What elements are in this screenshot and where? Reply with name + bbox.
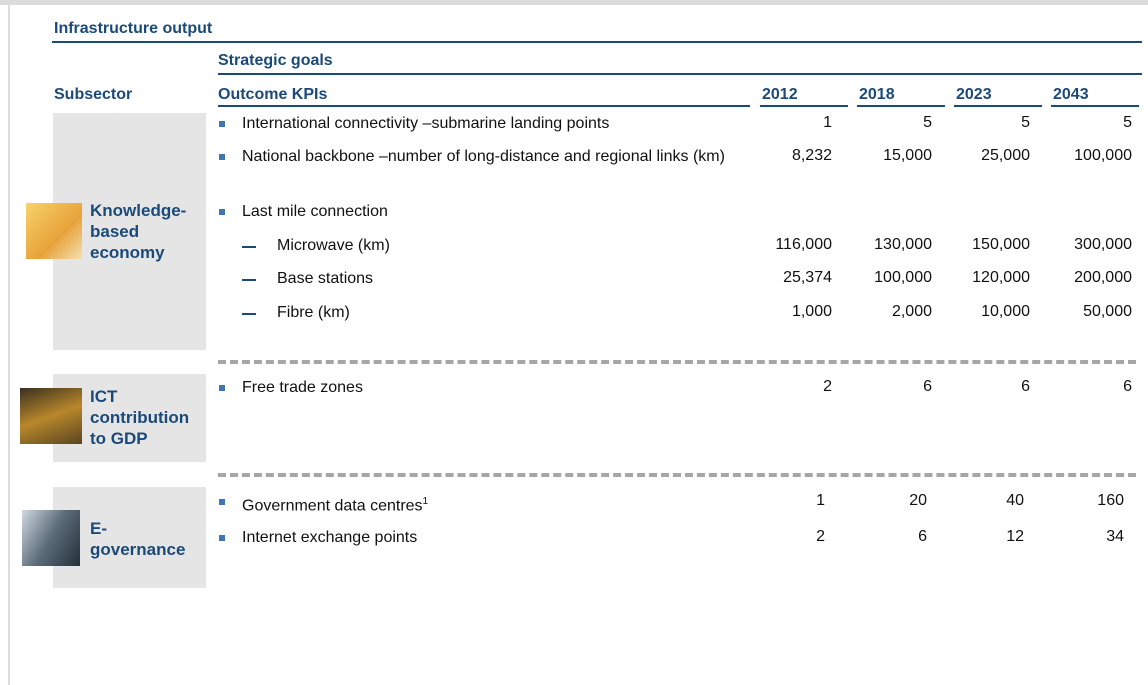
kpi-value: 100,000 — [874, 269, 932, 286]
rule — [1051, 105, 1139, 107]
footnote-mark: 1 — [422, 496, 429, 507]
kpi-value: 15,000 — [883, 147, 932, 164]
kpi-value: 6 — [923, 378, 932, 395]
kpi-value: 10,000 — [981, 303, 1030, 320]
kpi-value: 150,000 — [972, 236, 1030, 253]
title: Infrastructure output — [54, 20, 213, 37]
bullet — [219, 499, 225, 505]
kpi-value: 6 — [1021, 378, 1030, 395]
kpi-value: 130,000 — [874, 236, 932, 253]
kpi-value: 116,000 — [775, 236, 832, 253]
kpi-label: Base stations — [277, 270, 374, 287]
kpi-value: 100,000 — [1074, 147, 1132, 164]
icon — [20, 388, 82, 444]
kpi-value: 2,000 — [891, 303, 932, 320]
bullet — [219, 209, 225, 215]
subsector-header: Subsector — [54, 86, 133, 103]
kpi-label: Last mile connection — [242, 203, 388, 220]
rule — [954, 105, 1042, 107]
icon — [22, 510, 80, 566]
kpi-label: Free trade zones — [242, 379, 363, 396]
sub-bullet — [242, 246, 256, 248]
kpi-value: 50,000 — [1083, 303, 1132, 320]
kpi-value: 20 — [909, 492, 927, 509]
bullet — [219, 121, 225, 127]
rule — [52, 41, 1142, 43]
kpi-value: 2 — [823, 378, 832, 395]
kpi-header: Outcome KPIs — [218, 86, 328, 103]
kpi-label: Fibre (km) — [277, 304, 350, 321]
kpi-value: 200,000 — [1074, 269, 1132, 286]
frame-left — [8, 5, 10, 685]
kpi-value: 12 — [1006, 528, 1024, 545]
kpi-value: 1 — [823, 114, 832, 131]
kpi-label: International connectivity –submarine la… — [242, 115, 610, 132]
separator — [218, 360, 1136, 364]
bullet — [219, 535, 225, 541]
sub-bullet — [242, 313, 256, 315]
kpi-label: Microwave (km) — [277, 237, 390, 254]
year-header: 2012 — [762, 86, 798, 103]
kpi-value: 1 — [816, 492, 825, 509]
kpi-value: 40 — [1006, 492, 1024, 509]
bullet — [219, 154, 225, 160]
bullet — [219, 385, 225, 391]
rule — [218, 73, 1142, 75]
rule — [857, 105, 945, 107]
kpi-value: 6 — [918, 528, 927, 545]
sub-bullet — [242, 279, 256, 281]
subsector-name: E-governance — [90, 519, 186, 559]
year-header: 2023 — [956, 86, 992, 103]
kpi-value: 25,374 — [783, 269, 832, 286]
kpi-value: 5 — [1021, 114, 1030, 131]
kpi-value: 1,000 — [791, 303, 832, 320]
separator — [218, 473, 1136, 477]
kpi-label: National backbone –number of long-distan… — [242, 148, 725, 165]
year-header: 2018 — [859, 86, 895, 103]
year-header: 2043 — [1053, 86, 1089, 103]
strategic-goals: Strategic goals — [218, 52, 333, 69]
rule — [218, 105, 750, 107]
rule — [760, 105, 848, 107]
kpi-value: 300,000 — [1074, 236, 1132, 253]
kpi-value: 120,000 — [972, 269, 1030, 286]
kpi-value: 160 — [1097, 492, 1124, 509]
kpi-value: 6 — [1123, 378, 1132, 395]
kpi-value: 25,000 — [981, 147, 1030, 164]
kpi-label: Government data centres1 — [242, 496, 429, 515]
kpi-value: 34 — [1106, 528, 1124, 545]
kpi-value: 5 — [923, 114, 932, 131]
subsector-name: Knowledge-based economy — [90, 201, 187, 262]
frame-top — [0, 0, 1148, 5]
kpi-value: 8,232 — [791, 147, 832, 164]
subsector-name: ICT contribution to GDP — [90, 387, 190, 448]
icon — [26, 203, 82, 259]
kpi-value: 2 — [816, 528, 825, 545]
kpi-value: 5 — [1123, 114, 1132, 131]
kpi-label: Internet exchange points — [242, 529, 418, 546]
